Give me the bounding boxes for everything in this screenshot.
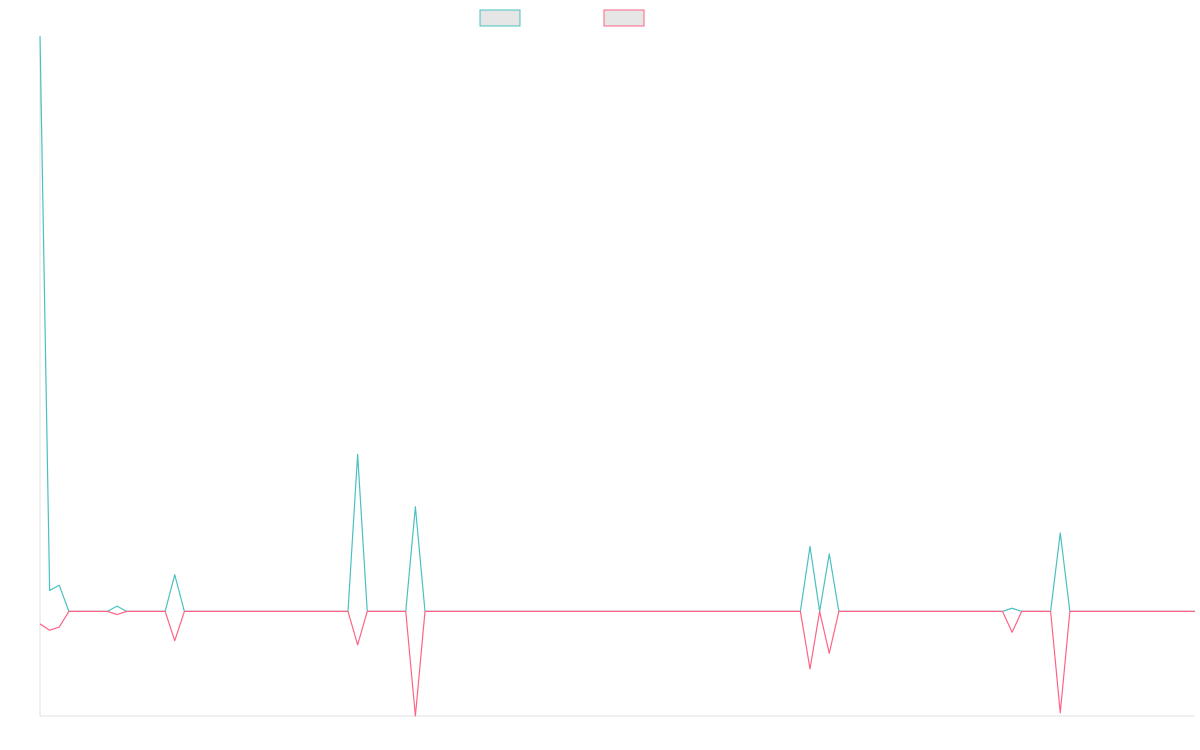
legend-swatch-2 (603, 9, 645, 27)
axes (39, 36, 1195, 717)
legend (479, 9, 645, 27)
legend-swatch-1 (479, 9, 521, 27)
series-line-2 (39, 610, 1195, 717)
legend-item-1 (479, 9, 521, 27)
legend-item-2 (603, 9, 645, 27)
series-layer (39, 35, 1195, 717)
series-line-1 (39, 35, 1195, 612)
